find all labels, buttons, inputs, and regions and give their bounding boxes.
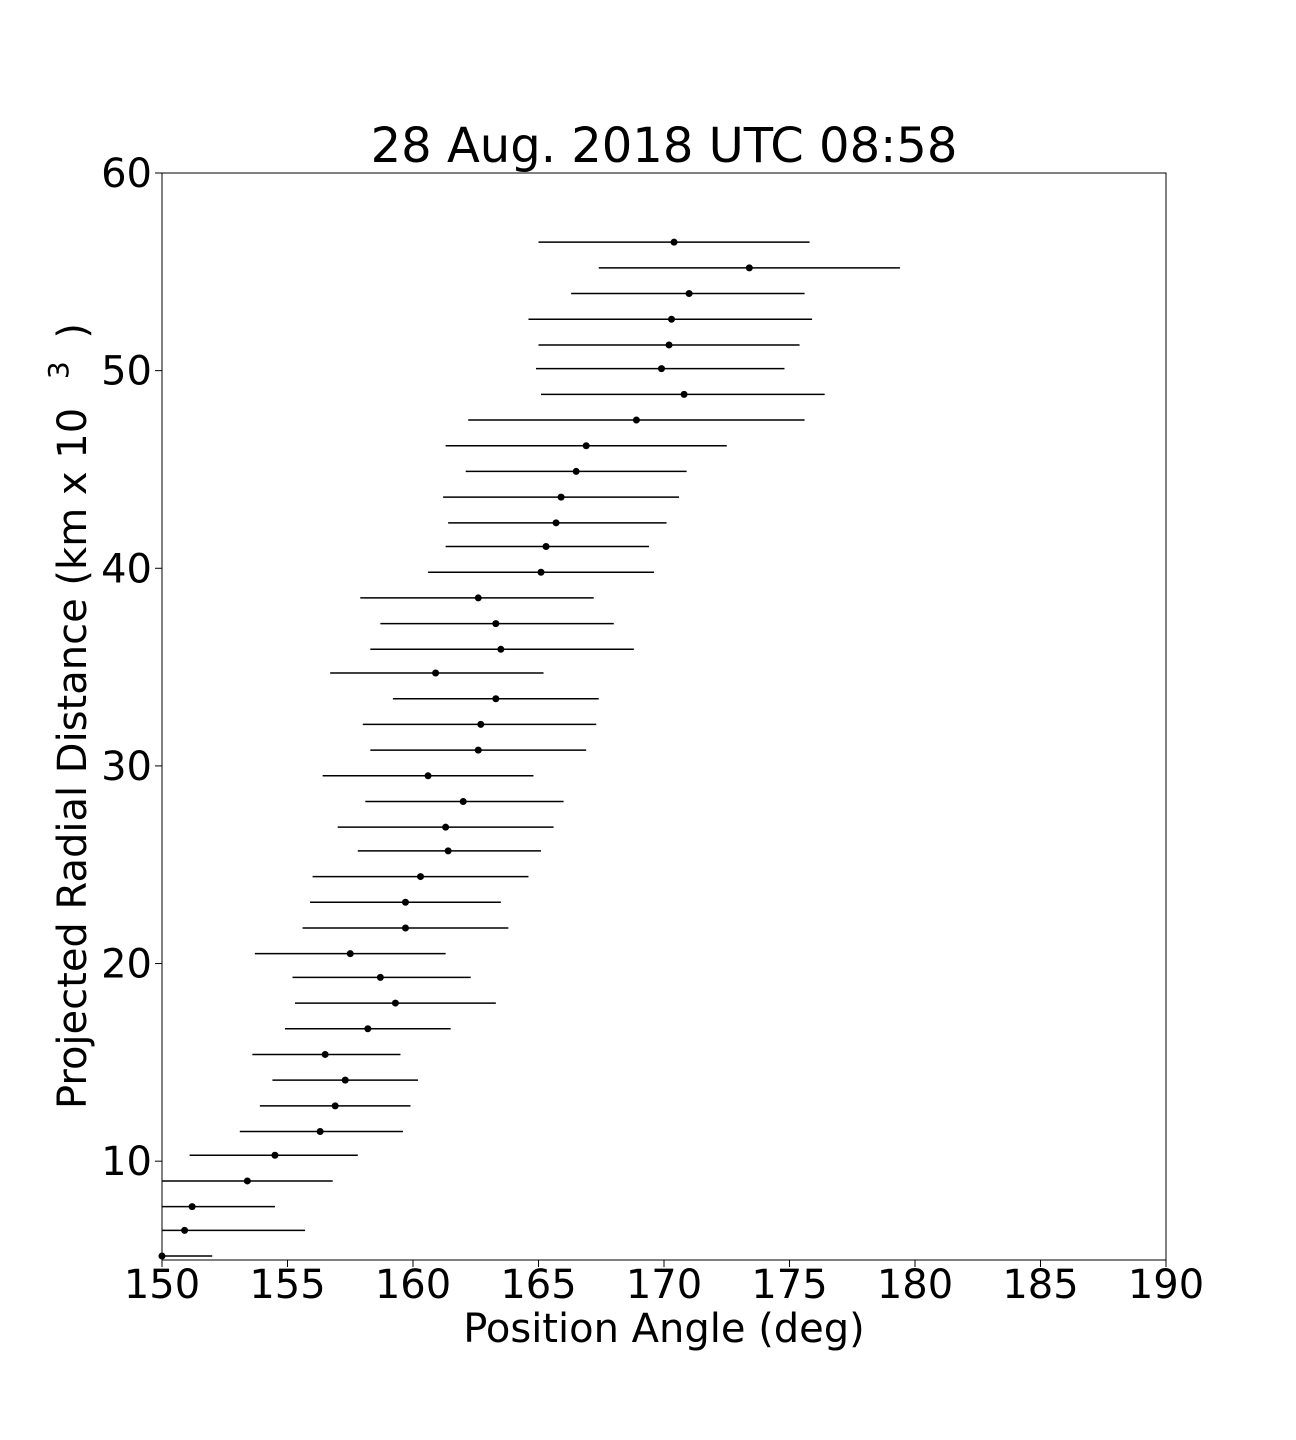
data-point (188, 1203, 196, 1211)
errorbars (162, 241, 900, 1257)
data-point (474, 594, 482, 602)
chart-title: 28 Aug. 2018 UTC 08:58 (371, 118, 958, 174)
data-point (680, 390, 688, 398)
data-point (364, 1025, 372, 1033)
data-point (271, 1151, 279, 1159)
x-tick-label: 165 (500, 1262, 576, 1308)
y-tick-label: 50 (101, 349, 152, 395)
data-point (341, 1076, 349, 1084)
x-tick-label: 150 (124, 1262, 200, 1308)
data-points (158, 238, 753, 1260)
data-point (321, 1050, 329, 1058)
data-point (572, 467, 580, 475)
data-point (492, 620, 500, 628)
data-point (665, 341, 673, 349)
data-point (552, 519, 560, 527)
y-axis-label-text: Projected Radial Distance (km x 10 (50, 408, 96, 1109)
data-point (582, 442, 590, 450)
y-axis-label-close: ) (50, 323, 96, 339)
data-point (401, 924, 409, 932)
x-axis-label: Position Angle (deg) (463, 1306, 865, 1352)
data-point (444, 847, 452, 855)
x-tick-label: 190 (1128, 1262, 1204, 1308)
data-point (432, 669, 440, 677)
y-tick-label: 60 (101, 151, 152, 197)
data-point (632, 416, 640, 424)
data-point (459, 797, 467, 805)
data-point (331, 1102, 339, 1110)
data-point (401, 898, 409, 906)
data-point (391, 999, 399, 1007)
data-point (557, 493, 565, 501)
svg-text:Projected Radial Distance (km: Projected Radial Distance (km x 10 3 ) (32, 323, 96, 1109)
data-point (477, 720, 485, 728)
y-axis-label-superscript: 3 (42, 361, 75, 379)
plot-area-frame (161, 172, 1167, 1261)
x-tick-label: 170 (626, 1262, 702, 1308)
data-point (442, 823, 450, 831)
data-point (243, 1177, 251, 1185)
data-point (181, 1226, 189, 1234)
data-point (376, 973, 384, 981)
y-axis-label: Projected Radial Distance (km x 10 3 ) (32, 323, 96, 1109)
data-point (542, 543, 550, 551)
x-tick-label: 155 (249, 1262, 325, 1308)
data-point (657, 365, 665, 373)
x-tick-label: 185 (1002, 1262, 1078, 1308)
data-point (492, 695, 500, 703)
y-tick-label: 30 (101, 744, 152, 790)
x-tick-label: 175 (751, 1262, 827, 1308)
data-point (668, 315, 676, 323)
x-tick-label: 180 (877, 1262, 953, 1308)
data-point (474, 746, 482, 754)
data-point (685, 290, 693, 298)
y-tick-label: 10 (101, 1139, 152, 1185)
x-tick-label: 160 (375, 1262, 451, 1308)
data-point (346, 950, 354, 958)
data-point (670, 238, 678, 246)
data-point (316, 1128, 324, 1136)
axis-ticks: 150 155 160 165 170 175 180 185 190 10 20 30 40 50 60 (101, 151, 1204, 1308)
data-point (424, 772, 432, 780)
data-point (497, 645, 505, 653)
data-point (417, 873, 425, 881)
data-point (745, 264, 753, 272)
y-tick-label: 40 (101, 546, 152, 592)
y-tick-label: 20 (101, 942, 152, 988)
data-point (537, 568, 545, 576)
